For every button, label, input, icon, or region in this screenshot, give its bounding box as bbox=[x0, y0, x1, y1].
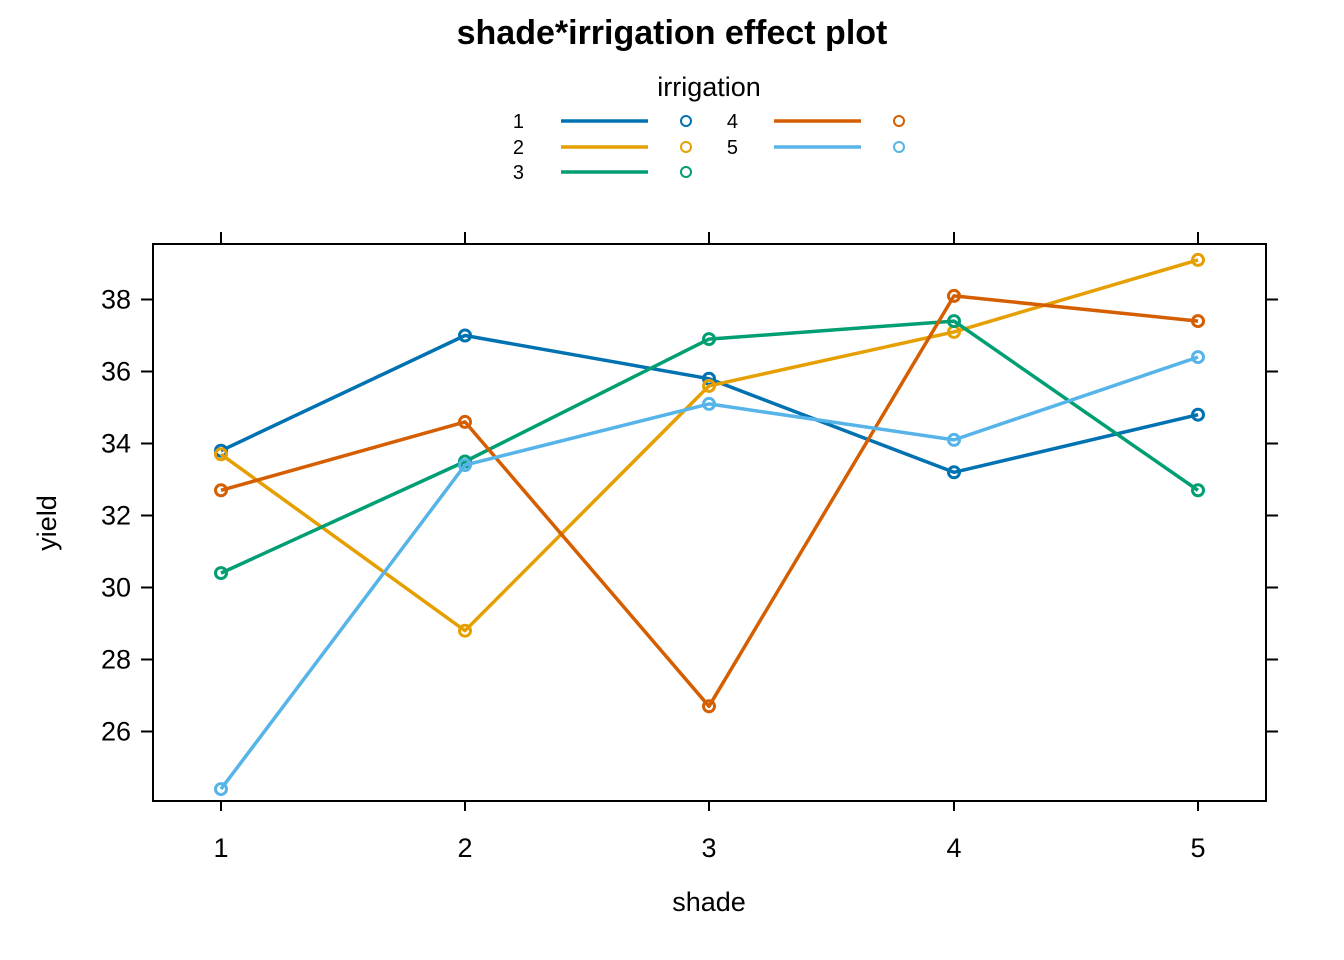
series-4 bbox=[214, 288, 1205, 714]
data-point bbox=[947, 314, 961, 329]
legend-label: 5 bbox=[727, 137, 738, 159]
data-point bbox=[1191, 407, 1205, 422]
legend-item-1: 1 bbox=[513, 111, 692, 133]
y-tick-label: 30 bbox=[101, 573, 131, 603]
data-point bbox=[458, 328, 472, 343]
data-point bbox=[458, 458, 472, 473]
legend: 1 2 3 4 5 bbox=[513, 111, 905, 184]
series-line bbox=[219, 355, 1199, 791]
x-tick-label: 3 bbox=[701, 833, 716, 863]
data-point bbox=[214, 566, 228, 581]
legend-label: 2 bbox=[513, 137, 524, 159]
data-point bbox=[702, 699, 716, 714]
legend-label: 4 bbox=[727, 111, 738, 133]
y-tick-label: 32 bbox=[101, 501, 131, 531]
data-point bbox=[1191, 483, 1205, 498]
series-line bbox=[220, 294, 1199, 709]
data-point bbox=[947, 432, 961, 447]
legend-point-swatch bbox=[680, 141, 692, 153]
legend-point-swatch bbox=[893, 141, 905, 153]
series-2 bbox=[214, 252, 1205, 638]
data-point bbox=[214, 782, 228, 797]
chart-title: shade*irrigation effect plot bbox=[457, 14, 888, 52]
y-tick-label: 34 bbox=[101, 429, 131, 459]
series-line bbox=[220, 333, 1199, 475]
data-point bbox=[1191, 252, 1205, 267]
y-tick-label: 26 bbox=[101, 717, 131, 747]
legend-item-5: 5 bbox=[727, 137, 905, 159]
y-tick-label: 36 bbox=[101, 357, 131, 387]
y-tick-label: 38 bbox=[101, 285, 131, 315]
y-axis-label: yield bbox=[32, 495, 62, 551]
data-point bbox=[947, 288, 961, 303]
series-layer bbox=[214, 252, 1205, 797]
data-point bbox=[702, 332, 716, 347]
legend-item-4: 4 bbox=[727, 111, 905, 133]
series-line bbox=[220, 319, 1199, 575]
x-tick-label: 5 bbox=[1190, 833, 1205, 863]
y-tick-label: 28 bbox=[101, 645, 131, 675]
data-point bbox=[947, 465, 961, 480]
legend-title: irrigation bbox=[657, 72, 761, 102]
data-point bbox=[214, 447, 228, 462]
data-point bbox=[1191, 314, 1205, 329]
series-3 bbox=[214, 314, 1205, 581]
x-axis-label: shade bbox=[672, 887, 746, 917]
data-point bbox=[1191, 350, 1205, 365]
series-line bbox=[219, 258, 1199, 633]
x-tick-label: 1 bbox=[213, 833, 228, 863]
series-5 bbox=[214, 350, 1205, 797]
data-point bbox=[458, 414, 472, 429]
legend-point-swatch bbox=[680, 115, 692, 127]
legend-point-swatch bbox=[893, 115, 905, 127]
legend-item-2: 2 bbox=[513, 137, 692, 159]
legend-label: 3 bbox=[513, 162, 524, 184]
legend-label: 1 bbox=[513, 111, 524, 133]
data-point bbox=[458, 623, 472, 638]
plot-frame bbox=[152, 243, 1267, 802]
data-point bbox=[702, 378, 716, 393]
legend-item-3: 3 bbox=[513, 162, 692, 184]
x-tick-label: 4 bbox=[946, 833, 961, 863]
x-tick-label: 2 bbox=[457, 833, 472, 863]
data-point bbox=[702, 396, 716, 411]
legend-point-swatch bbox=[680, 166, 692, 178]
data-point bbox=[214, 483, 228, 498]
